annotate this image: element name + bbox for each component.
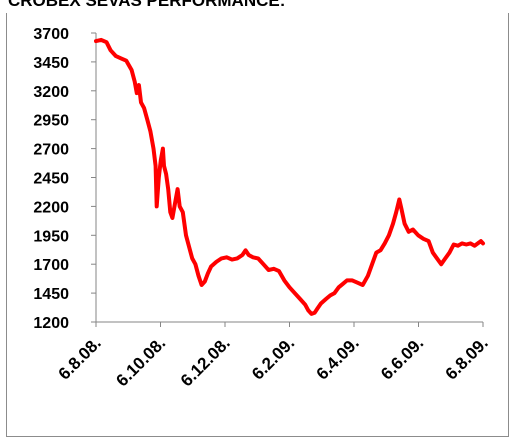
y-tick-label: 2200	[33, 199, 69, 216]
series-line	[94, 37, 485, 316]
y-tick-label: 3700	[33, 26, 69, 43]
y-tick-label: 2700	[33, 142, 69, 159]
x-tick-label: 6.12.08.	[177, 333, 234, 390]
y-tick-labels: 1200 1450 1700 1950 2200 2450 2700 2950 3200 3450…	[33, 26, 69, 332]
x-tick-labels: 6.8.08. 6.10.08. 6.12.08. 6.2.09. 6.4.09. 6.6…	[55, 333, 492, 390]
series-group	[94, 37, 485, 316]
x-tick-label: 6.2.09.	[248, 333, 298, 383]
x-tick-label: 6.10.08.	[112, 333, 169, 390]
chart-frame	[6, 13, 509, 437]
y-tick-label: 1950	[33, 228, 69, 245]
y-tick-label: 2950	[33, 113, 69, 130]
y-tick-label: 3200	[33, 84, 69, 101]
y-tick-label: 1200	[33, 315, 69, 332]
x-tick-label: 6.4.09.	[313, 333, 363, 383]
axes	[91, 32, 484, 327]
x-tick-label: 6.8.08.	[55, 333, 105, 383]
x-tick-label: 6.6.09.	[377, 333, 427, 383]
chart-title: CROBEX SEVAS PERFORMANCE:	[8, 0, 286, 10]
x-tick-label: 6.8.09.	[442, 333, 492, 383]
y-tick-label: 2450	[33, 171, 69, 188]
y-tick-label: 1450	[33, 286, 69, 303]
y-tick-label: 3450	[33, 55, 69, 72]
y-tick-label: 1700	[33, 257, 69, 274]
